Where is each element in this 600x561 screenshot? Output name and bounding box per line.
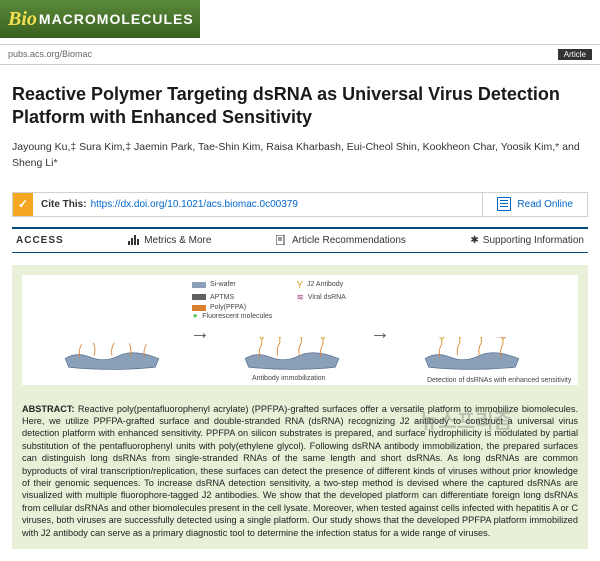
- surface-step2: [222, 337, 362, 373]
- cite-label: Cite This:: [41, 199, 87, 210]
- arrow-1: →: [190, 322, 210, 345]
- surface-step3: [402, 337, 542, 373]
- doi-link[interactable]: https://dx.doi.org/10.1021/acs.biomac.0c…: [91, 199, 298, 210]
- arrow-2: →: [370, 322, 390, 345]
- paper-title: Reactive Polymer Targeting dsRNA as Univ…: [12, 83, 588, 128]
- metrics-icon: [128, 235, 140, 245]
- breadcrumb[interactable]: pubs.acs.org/Biomac: [8, 49, 92, 60]
- journal-banner: Bio MACROMOLECULES: [0, 0, 200, 38]
- legend-poly-pfpa: Poly(PFPA): [192, 303, 272, 312]
- journal-macro-text: MACROMOLECULES: [39, 11, 194, 27]
- legend-aptms: APTMS: [192, 292, 272, 304]
- supporting-link[interactable]: ✱ Supporting Information: [470, 235, 584, 246]
- figure-legend: Si-wafer YJ2 Antibody APTMS ≋Viral dsRNA…: [192, 279, 346, 322]
- abstract-label: ABSTRACT:: [22, 404, 75, 414]
- access-row: ACCESS Metrics & More Article Recommenda…: [12, 227, 588, 253]
- recommendations-link[interactable]: Article Recommendations: [276, 235, 406, 246]
- recommendations-icon: [276, 235, 288, 245]
- legend-si-wafer: Si-wafer: [192, 279, 272, 292]
- abstract-text: Reactive poly(pentafluorophenyl acrylate…: [22, 404, 578, 538]
- metrics-link[interactable]: Metrics & More: [128, 235, 211, 246]
- read-online-button[interactable]: Read Online: [482, 193, 587, 216]
- schematic-figure: Si-wafer YJ2 Antibody APTMS ≋Viral dsRNA…: [22, 275, 578, 385]
- graphical-abstract-region: Si-wafer YJ2 Antibody APTMS ≋Viral dsRNA…: [12, 265, 588, 395]
- pages-icon: [497, 197, 511, 211]
- caption-step3: Detection of dsRNAs with enhanced sensit…: [427, 377, 571, 385]
- title-block: Reactive Polymer Targeting dsRNA as Univ…: [0, 65, 600, 182]
- author-list: Jayoung Ku,‡ Sura Kim,‡ Jaemin Park, Tae…: [12, 140, 588, 172]
- abstract-block: ABSTRACT: Reactive poly(pentafluoropheny…: [12, 395, 588, 550]
- article-type-tag: Article: [558, 49, 592, 60]
- citation-bar: ✓ Cite This: https://dx.doi.org/10.1021/…: [12, 192, 588, 217]
- journal-bio-text: Bio: [8, 8, 37, 31]
- caption-step2: Antibody immobilization: [252, 375, 326, 383]
- cite-badge-icon[interactable]: ✓: [13, 193, 33, 216]
- access-label: ACCESS: [16, 235, 64, 246]
- cite-text: Cite This: https://dx.doi.org/10.1021/ac…: [33, 193, 482, 216]
- surface-step1: [42, 337, 182, 373]
- read-online-label: Read Online: [517, 199, 573, 210]
- supporting-label: Supporting Information: [483, 235, 584, 246]
- supporting-icon: ✱: [470, 235, 478, 246]
- legend-j2-antibody: YJ2 Antibody: [296, 279, 346, 292]
- breadcrumb-row: pubs.acs.org/Biomac Article: [0, 44, 600, 65]
- recommendations-label: Article Recommendations: [292, 235, 406, 246]
- metrics-label: Metrics & More: [144, 235, 211, 246]
- legend-fluorescent: ★Fluorescent molecules: [192, 312, 272, 321]
- legend-viral-dsrna: ≋Viral dsRNA: [296, 292, 346, 304]
